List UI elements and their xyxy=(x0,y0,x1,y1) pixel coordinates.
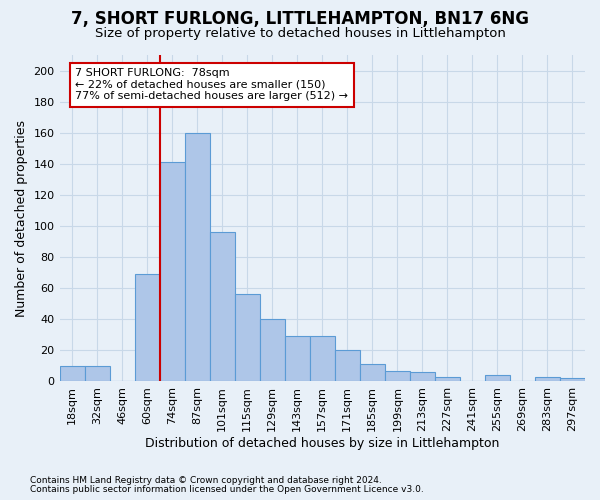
Bar xyxy=(235,294,260,382)
Bar xyxy=(560,378,585,382)
Bar xyxy=(535,377,560,382)
Bar xyxy=(435,377,460,382)
Bar xyxy=(185,132,209,382)
X-axis label: Distribution of detached houses by size in Littlehampton: Distribution of detached houses by size … xyxy=(145,437,499,450)
Text: Size of property relative to detached houses in Littlehampton: Size of property relative to detached ho… xyxy=(95,28,505,40)
Bar xyxy=(485,375,510,382)
Bar xyxy=(335,350,360,382)
Bar xyxy=(59,366,85,382)
Bar xyxy=(285,336,310,382)
Bar xyxy=(160,162,185,382)
Bar xyxy=(410,372,435,382)
Text: 7, SHORT FURLONG, LITTLEHAMPTON, BN17 6NG: 7, SHORT FURLONG, LITTLEHAMPTON, BN17 6N… xyxy=(71,10,529,28)
Text: Contains public sector information licensed under the Open Government Licence v3: Contains public sector information licen… xyxy=(30,485,424,494)
Text: Contains HM Land Registry data © Crown copyright and database right 2024.: Contains HM Land Registry data © Crown c… xyxy=(30,476,382,485)
Bar xyxy=(85,366,110,382)
Bar xyxy=(260,320,285,382)
Bar xyxy=(134,274,160,382)
Bar xyxy=(209,232,235,382)
Bar xyxy=(385,370,410,382)
Bar xyxy=(360,364,385,382)
Y-axis label: Number of detached properties: Number of detached properties xyxy=(15,120,28,316)
Text: 7 SHORT FURLONG:  78sqm
← 22% of detached houses are smaller (150)
77% of semi-d: 7 SHORT FURLONG: 78sqm ← 22% of detached… xyxy=(76,68,349,102)
Bar xyxy=(310,336,335,382)
